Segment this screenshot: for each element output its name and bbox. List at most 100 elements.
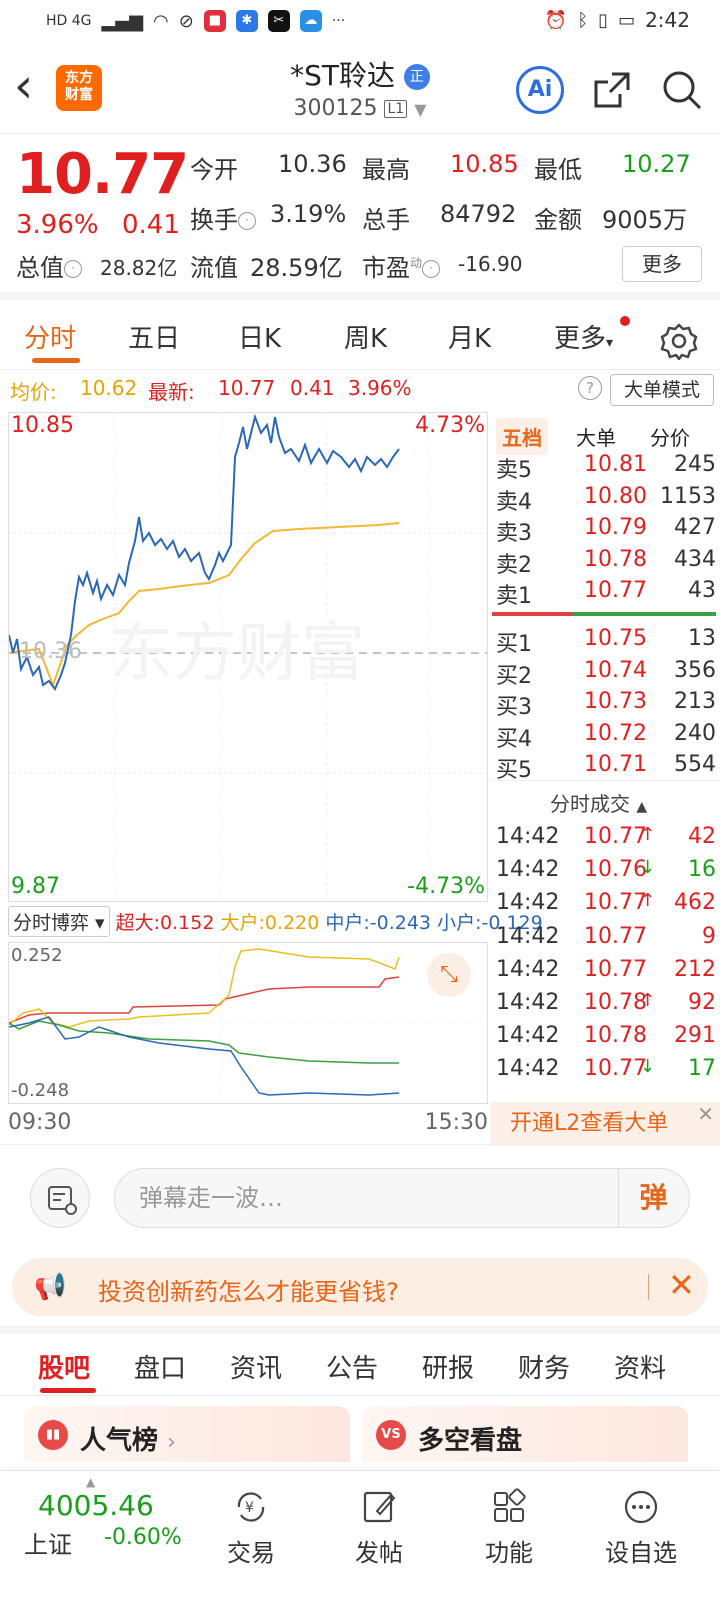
expand-icon[interactable]: ⤡ (427, 953, 471, 997)
caret-down-icon: ▾ (606, 335, 614, 351)
turnover-label[interactable]: 换手 · (190, 200, 256, 235)
tab-research[interactable]: 研报 (422, 1354, 475, 1384)
danmu-settings-icon[interactable] (30, 1168, 90, 1228)
amount-value: 9005万 (602, 206, 688, 234)
bid-row[interactable]: 买5 10.71 554 (490, 752, 716, 784)
more-button[interactable]: 更多 (622, 246, 702, 282)
app-logo[interactable]: 东方 财富 (56, 65, 102, 111)
tab-news[interactable]: 资讯 (230, 1354, 283, 1384)
grid-icon (494, 1488, 526, 1522)
bid-row[interactable]: 买4 10.72 240 (490, 721, 716, 753)
level-volume: 213 (674, 689, 716, 714)
tab-guba[interactable]: 股吧 (38, 1354, 91, 1384)
stock-name-text: *ST聆达 (290, 59, 395, 92)
ai-button[interactable]: Ai (516, 66, 564, 114)
l2-banner[interactable]: 开通L2查看大单 ✕ (490, 1102, 720, 1146)
info-icon: · (422, 260, 441, 278)
trade-volume: 291 (674, 1023, 716, 1049)
close-icon[interactable]: ✕ (668, 1266, 695, 1304)
ask-row[interactable]: 卖2 10.78 434 (490, 547, 716, 579)
tab-daily-k[interactable]: 日K (238, 324, 282, 354)
mid-line (9, 1020, 399, 1064)
intraday-chart[interactable]: 东方财富 10.85 4.73% 10.36 9.87 -4.73% (8, 412, 488, 902)
logo-line-2: 财富 (65, 87, 93, 103)
bid-row[interactable]: 买1 10.75 13 (490, 626, 716, 658)
tab-weekly-k[interactable]: 周K (344, 324, 388, 354)
trades-title[interactable]: 分时成交 ▲ (550, 788, 647, 817)
float-value: 28.59亿 (250, 254, 343, 282)
nav-trade[interactable]: ¥ 交易 (206, 1487, 296, 1568)
danmu-input[interactable]: 弹幕走一波… (114, 1168, 690, 1228)
trade-price: 10.78 (584, 990, 647, 1015)
nav-post[interactable]: 发帖 (334, 1487, 424, 1568)
super-value: 0.152 (160, 912, 215, 934)
trade-time: 14:42 (496, 890, 560, 916)
trade-row: 14:42 10.77 9 (490, 924, 716, 958)
big-order-mode-button[interactable]: 大单模式 (610, 374, 714, 406)
ask-row[interactable]: 卖4 10.80 1153 (490, 484, 716, 516)
ask-row[interactable]: 卖1 10.77 43 (490, 578, 716, 610)
tab-price-dist[interactable]: 分价 (650, 426, 690, 450)
stock-code[interactable]: 300125 L1 ▼ (250, 96, 470, 121)
bid-ask-divider (492, 612, 716, 616)
gear-icon[interactable] (660, 322, 698, 360)
ask-row[interactable]: 卖3 10.79 427 (490, 515, 716, 547)
fund-flow-selector[interactable]: 分时博弈 ▾ (8, 906, 110, 937)
tab-announcements[interactable]: 公告 (326, 1354, 379, 1384)
tab-five-day[interactable]: 五日 (128, 324, 181, 354)
tab-big-orders[interactable]: 大单 (576, 426, 616, 450)
tab-monthly-k[interactable]: 月K (448, 324, 492, 354)
promo-banner[interactable]: 📢 投资创新药怎么才能更省钱? ✕ (12, 1258, 708, 1316)
latest-label: 最新: (148, 380, 195, 404)
vs-icon: VS (376, 1420, 406, 1450)
pe-label[interactable]: 市盈动 · (362, 248, 441, 283)
arrow-up-icon: ↑ (640, 824, 656, 845)
avg-price-line (9, 522, 400, 688)
more-circle-icon (624, 1490, 658, 1524)
bluetooth-icon: ᛒ (577, 9, 589, 31)
bull-bear-card[interactable]: VS 多空看盘 (362, 1406, 688, 1462)
order-book-tabs: 五档 大单 分价 (490, 416, 720, 456)
close-icon[interactable]: ✕ (697, 1102, 714, 1126)
nav-watchlist[interactable]: 设自选 (596, 1487, 686, 1568)
share-icon[interactable] (590, 68, 634, 112)
megaphone-icon: 📢 (34, 1272, 67, 1302)
super-line (9, 976, 400, 1024)
bid-row[interactable]: 买3 10.73 213 (490, 689, 716, 721)
popularity-card[interactable]: ▮▮ 人气榜 › (24, 1406, 350, 1462)
tab-five-levels[interactable]: 五档 (496, 418, 548, 455)
latest-pct: 3.96% (348, 376, 412, 400)
mktcap-label[interactable]: 总值 · (16, 248, 82, 283)
bid-row[interactable]: 买2 10.74 356 (490, 658, 716, 690)
capcut-icon: ✂ (267, 10, 290, 32)
danmu-button[interactable]: 弹 (618, 1169, 688, 1227)
signal-icon: ▂▄▆ (101, 10, 144, 32)
change-percent: 3.96% (16, 210, 99, 240)
back-icon[interactable]: ‹ (14, 58, 34, 114)
search-icon[interactable] (660, 68, 704, 112)
tab-finance[interactable]: 财务 (518, 1354, 571, 1384)
pe-label-text: 市盈 (362, 254, 410, 282)
ask-row[interactable]: 卖5 10.81 245 (490, 452, 716, 484)
trade-row: 14:42 10.77 ↑ 462 (490, 890, 716, 924)
help-icon[interactable]: ? (578, 376, 602, 400)
trade-time: 14:42 (496, 923, 560, 949)
index-value[interactable]: 4005.46 (38, 1489, 154, 1522)
latest-change: 0.41 (290, 376, 335, 400)
tab-profile[interactable]: 资料 (614, 1354, 667, 1384)
index-name[interactable]: 上证 (24, 1531, 72, 1559)
trade-price: 10.77 (584, 956, 647, 982)
app-notify-icon: ■ (203, 10, 226, 32)
fund-flow-chart[interactable]: 0.252 -0.248 ⤡ (8, 942, 488, 1104)
tab-intraday[interactable]: 分时 (24, 324, 77, 354)
index-pct[interactable]: -0.60% (104, 1525, 182, 1550)
nav-functions[interactable]: 功能 (464, 1487, 554, 1568)
amount-label: 金额 (534, 206, 582, 234)
level-price: 10.71 (584, 752, 647, 777)
tab-pankou[interactable]: 盘口 (134, 1354, 187, 1384)
tab-more[interactable]: 更多▾ (554, 318, 613, 355)
chart-top-pct: 4.73% (415, 413, 485, 438)
trade-row: 14:42 10.77 ↓ 17 (490, 1056, 716, 1090)
trade-price: 10.77 (584, 890, 647, 916)
trade-price: 10.77 (584, 1056, 647, 1082)
